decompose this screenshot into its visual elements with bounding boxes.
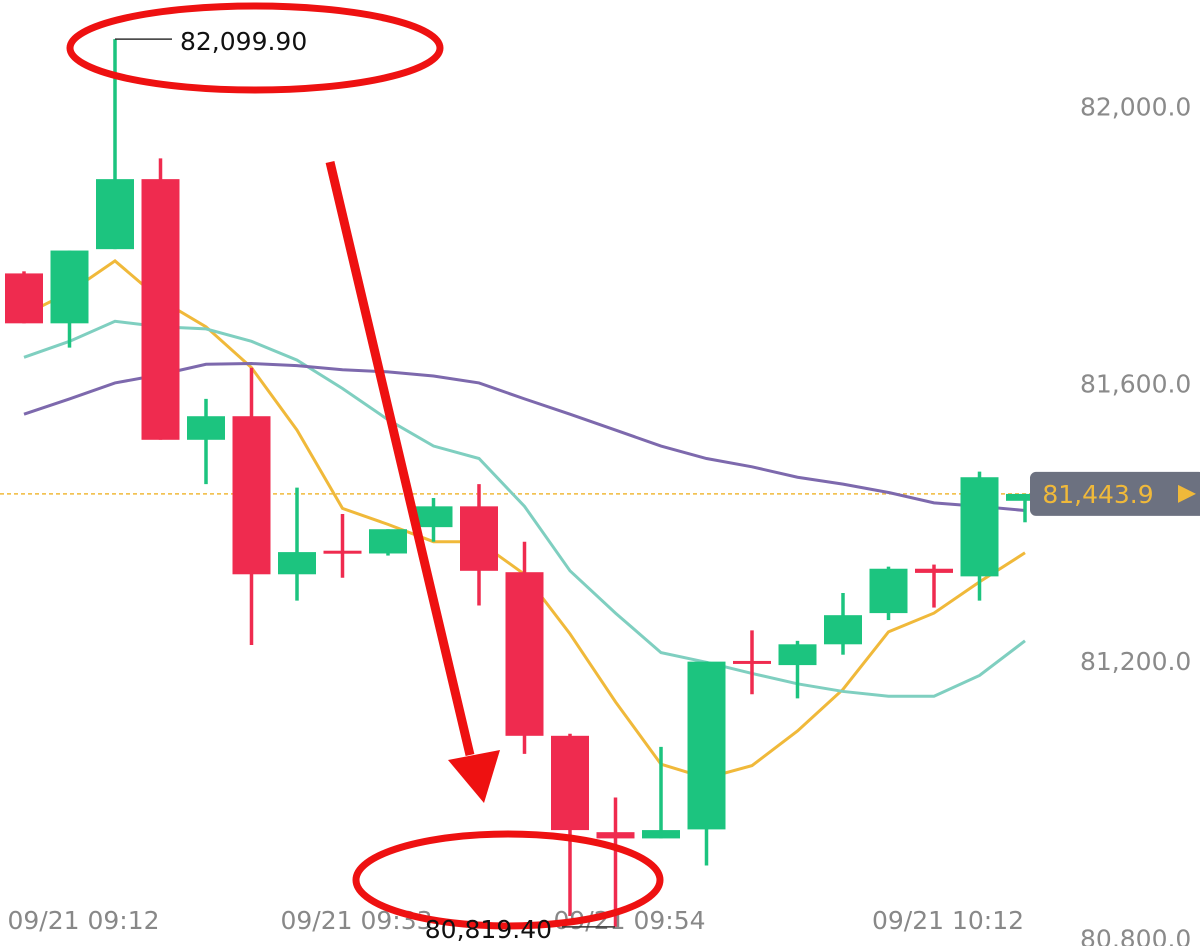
candle-body	[824, 615, 862, 645]
price-tag-arrow	[1178, 484, 1196, 503]
y-tick-label: 81,200.0	[1080, 647, 1191, 676]
annotation-label: 82,099.90	[180, 27, 307, 56]
candle-body	[642, 830, 680, 839]
candle-body	[278, 552, 316, 575]
candle-body	[687, 661, 726, 830]
candle-body	[960, 477, 999, 577]
x-tick-label: 09/21 09:12	[7, 906, 159, 935]
y-tick-label: 80,800.0	[1080, 924, 1191, 946]
y-tick-label: 82,000.0	[1080, 92, 1191, 121]
arrow	[325, 160, 475, 757]
ma-line	[23, 319, 1026, 698]
candle-body	[50, 250, 89, 324]
annotation-label: 80,819.40	[425, 915, 552, 944]
candle-body	[596, 832, 635, 839]
price-tag-label: 81,443.9	[1042, 480, 1153, 509]
candle-body	[187, 416, 225, 440]
candle-body	[414, 506, 453, 528]
arrow-head	[448, 750, 500, 803]
highlight-ellipse	[352, 830, 664, 930]
highlight-ellipse	[66, 2, 444, 94]
candle-body	[96, 179, 134, 250]
candle-body	[323, 550, 362, 554]
y-tick-label: 81,600.0	[1080, 370, 1191, 399]
candle-body	[232, 416, 271, 575]
candle-body	[551, 735, 589, 831]
ma-line	[23, 362, 1026, 512]
x-tick-label: 09/21 10:12	[872, 906, 1024, 935]
candle-body	[869, 568, 908, 614]
candle-body	[141, 179, 180, 440]
candle-body	[460, 506, 498, 571]
x-tick-label: 09/21 09:33	[280, 906, 432, 935]
candle-body	[369, 529, 407, 554]
price-tag	[1030, 471, 1200, 516]
candle-body	[505, 572, 544, 736]
candle-body	[733, 660, 771, 664]
plot: 80,800.0 81,200.0 81,600.0 82,000.0 09/21 09…	[0, 39, 1191, 946]
candle-body	[915, 568, 953, 573]
candle-body	[5, 273, 43, 324]
candle-body	[778, 644, 817, 666]
candle-body	[1006, 493, 1044, 501]
